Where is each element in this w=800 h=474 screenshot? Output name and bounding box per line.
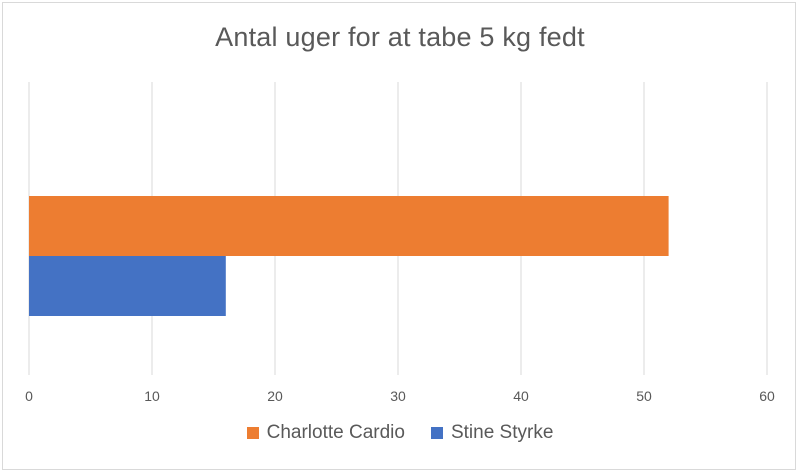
x-tick-label-20: 20: [267, 388, 283, 404]
legend-item-charlotte-cardio: Charlotte Cardio: [246, 422, 405, 444]
x-tick-label-30: 30: [390, 388, 406, 404]
x-tick-label-10: 10: [144, 388, 160, 404]
x-tick-label-40: 40: [513, 388, 529, 404]
x-tick-label-60: 60: [759, 388, 775, 404]
x-tick-label-50: 50: [636, 388, 652, 404]
chart-legend: Charlotte Cardio Stine Styrke: [0, 422, 800, 444]
chart-title: Antal uger for at tabe 5 kg fedt: [215, 22, 585, 52]
x-tick-label-0: 0: [25, 388, 33, 404]
legend-swatch-charlotte-cardio: [246, 427, 259, 439]
legend-label-charlotte-cardio: Charlotte Cardio: [266, 422, 405, 443]
legend-swatch-stine-styrke: [430, 427, 443, 439]
legend-item-stine-styrke: Stine Styrke: [430, 422, 554, 444]
bar-charlotte-cardio: [29, 196, 669, 256]
bar-stine-styrke: [29, 256, 226, 316]
legend-label-stine-styrke: Stine Styrke: [450, 422, 554, 443]
